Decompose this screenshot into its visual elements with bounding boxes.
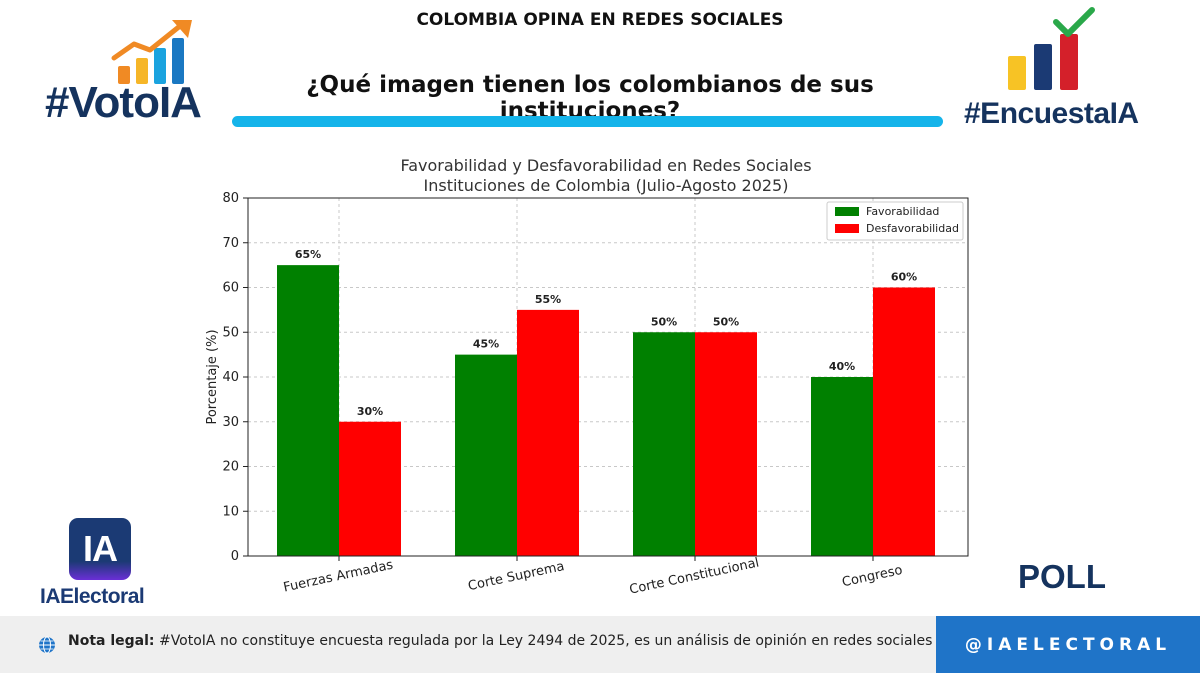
bar-favorable	[633, 332, 695, 556]
legal-note-text: #VotoIA no constituye encuesta regulada …	[154, 633, 985, 649]
y-tick-label: 40	[222, 370, 239, 385]
handle-box: @IAELECTORAL	[936, 616, 1200, 673]
ia-badge-logo: IA	[69, 518, 131, 580]
data-label: 45%	[473, 338, 499, 351]
y-tick-label: 20	[222, 460, 239, 475]
x-tick-label: Congreso	[841, 563, 904, 590]
bar-unfavorable	[695, 332, 757, 556]
x-tick-label: Fuerzas Armadas	[282, 558, 395, 596]
bar-unfavorable	[517, 309, 579, 556]
globe-icon	[39, 636, 55, 654]
data-label: 55%	[535, 293, 561, 306]
data-label: 30%	[357, 405, 383, 418]
votoia-logo-text: #VotoIA	[45, 78, 202, 127]
bar-favorable	[277, 265, 339, 556]
data-label: 60%	[891, 271, 917, 284]
data-label: 40%	[829, 360, 855, 373]
x-tick-label: Corte Constitucional	[628, 555, 760, 597]
ia-electoral-logo-text: IAElectoral	[40, 585, 145, 608]
bar-favorable	[455, 354, 517, 556]
y-tick-label: 0	[231, 549, 239, 564]
ia-badge-text: IA	[83, 528, 118, 569]
bar-unfavorable	[339, 421, 401, 556]
legend-label-unfavorable: Desfavorabilidad	[866, 222, 959, 235]
header-kicker: COLOMBIA OPINA EN REDES SOCIALES	[416, 10, 784, 30]
data-label: 50%	[713, 315, 739, 328]
y-axis-label: Porcentaje (%)	[205, 329, 220, 424]
y-tick-label: 30	[222, 415, 239, 430]
y-tick-label: 70	[222, 236, 239, 251]
y-tick-label: 50	[222, 325, 239, 340]
header-accent-bar	[232, 116, 943, 127]
bars-check-icon	[1008, 7, 1095, 90]
y-tick-label: 10	[222, 504, 239, 519]
footer-note-bar	[0, 616, 936, 673]
bar-unfavorable	[873, 287, 935, 556]
poll-label: POLL	[1018, 558, 1106, 595]
x-tick-label: Corte Suprema	[467, 559, 566, 594]
growth-chart-icon	[111, 20, 192, 84]
y-tick-label: 80	[222, 191, 239, 206]
y-tick-label: 60	[222, 281, 239, 296]
bar-favorable	[811, 377, 873, 556]
chart-subtitle: Instituciones de Colombia (Julio-Agosto …	[424, 176, 789, 195]
legend-swatch-unfavorable	[835, 224, 859, 233]
legal-note: Nota legal: #VotoIA no constituye encues…	[68, 633, 984, 649]
legend: Favorabilidad Desfavorabilidad	[826, 201, 964, 241]
bar-chart: Favorabilidad y Desfavorabilidad en Rede…	[205, 156, 969, 598]
encuestaia-logo-text: #EncuestaIA	[964, 97, 1139, 130]
chart-title: Favorabilidad y Desfavorabilidad en Rede…	[400, 156, 811, 175]
legal-note-label: Nota legal:	[68, 633, 155, 649]
social-handle: @IAELECTORAL	[964, 634, 1172, 655]
legend-label-favorable: Favorabilidad	[866, 205, 939, 218]
legend-swatch-favorable	[835, 207, 859, 216]
data-label: 50%	[651, 315, 677, 328]
data-label: 65%	[295, 248, 321, 261]
